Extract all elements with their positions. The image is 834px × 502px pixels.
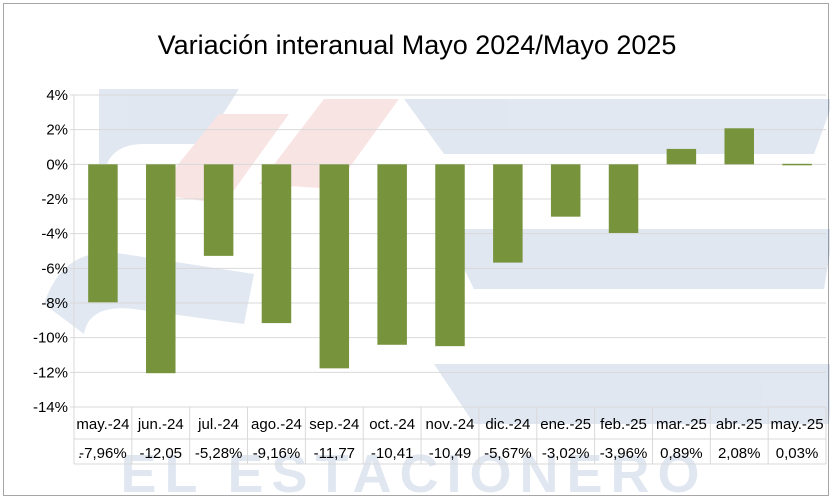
data-value-label: -12,05 [139, 445, 182, 462]
bar [435, 164, 465, 347]
data-value-label: 0,89% [660, 445, 703, 462]
data-value-label: -7,96% [79, 445, 127, 462]
bar [724, 128, 754, 165]
y-tick-label: 4% [46, 87, 68, 104]
bar [493, 164, 523, 263]
bar [550, 164, 581, 217]
series-key-label: . [78, 445, 82, 462]
y-tick-label: -2% [41, 191, 68, 208]
y-tick-label: -12% [33, 364, 68, 381]
data-value-label: -5,28% [195, 445, 243, 462]
x-category-label: oct.-24 [369, 416, 415, 433]
data-value-label: -10,41 [371, 445, 414, 462]
bar-chart: EL ESTACIONERO Variación interanual Mayo… [33, 30, 834, 502]
x-category-label: feb.-25 [600, 416, 647, 433]
bar [203, 164, 234, 256]
data-value-label: -5,67% [484, 445, 532, 462]
data-value-label: -9,16% [253, 445, 301, 462]
data-value-label: -3,02% [542, 445, 590, 462]
bar [377, 164, 407, 345]
data-value-label: -11,77 [314, 445, 355, 462]
y-tick-label: -6% [41, 260, 68, 277]
x-category-label: ago.-24 [251, 416, 302, 433]
x-category-label: sep.-24 [309, 416, 359, 433]
bar [88, 164, 118, 303]
x-category-label: abr.-25 [716, 416, 763, 433]
bars [88, 128, 812, 374]
bar [782, 163, 812, 166]
chart-title: Variación interanual Mayo 2024/Mayo 2025 [158, 30, 677, 60]
x-category-label: mar.-25 [656, 416, 707, 433]
x-category-label: jul.-24 [197, 416, 239, 433]
x-category-label: jun.-24 [137, 416, 184, 433]
y-tick-label: 2% [46, 122, 68, 139]
bar [261, 164, 292, 324]
data-table: . may.-24 -7,96% jun.-24 -12,05 jul.-24 -5,28%… [73, 406, 827, 465]
y-axis-ticks: 4% 2% 0% -2% -4% -6% -8% -10% -12% -14% [33, 87, 68, 416]
bar [666, 148, 697, 165]
y-tick-label: 0% [46, 156, 68, 173]
x-category-label: may.-25 [771, 416, 824, 433]
watermark-text: EL ESTACIONERO [120, 444, 707, 497]
y-tick-label: -8% [41, 295, 68, 312]
data-value-label: -3,96% [600, 445, 648, 462]
x-category-label: nov.-24 [426, 416, 475, 433]
bar [319, 164, 350, 369]
data-value-label: -10,49 [429, 445, 472, 462]
chart-frame: EL ESTACIONERO Variación interanual Mayo… [3, 3, 834, 502]
y-tick-label: -14% [33, 399, 68, 416]
data-value-label: 2,08% [718, 445, 761, 462]
y-tick-label: -10% [33, 330, 68, 347]
x-category-label: dic.-24 [485, 416, 530, 433]
bar [146, 164, 176, 374]
bar [608, 164, 639, 233]
watermark-logo: EL ESTACIONERO [44, 89, 834, 502]
x-category-label: ene.-25 [540, 416, 591, 433]
y-tick-label: -4% [41, 226, 68, 243]
data-value-label: 0,03% [776, 445, 819, 462]
x-category-label: may.-24 [76, 416, 129, 433]
